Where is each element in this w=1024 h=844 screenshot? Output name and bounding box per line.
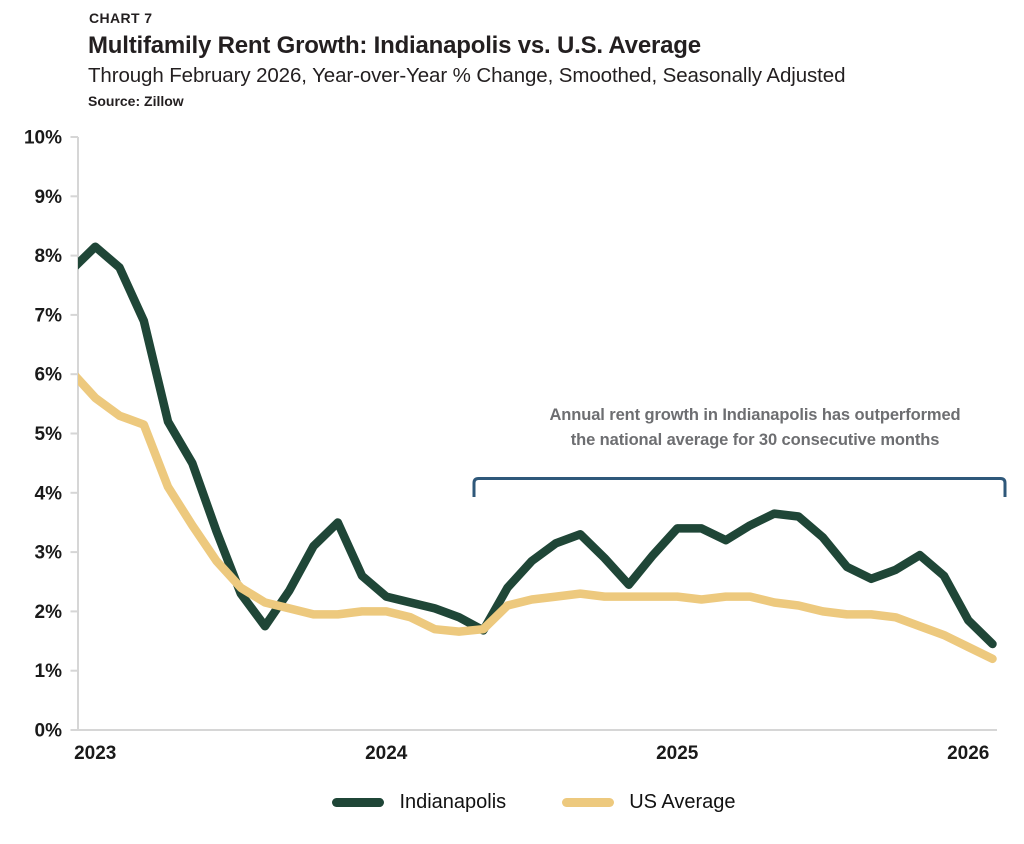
y-tick-label-7: 7%	[35, 305, 63, 326]
y-tick-label-4: 4%	[35, 483, 63, 504]
y-tick-label-0: 0%	[35, 721, 63, 742]
us-average-line-swatch	[562, 798, 615, 807]
legend-item-indianapolis: Indianapolis	[332, 791, 506, 814]
chart-subtitle: Through February 2026, Year-over-Year % …	[88, 64, 846, 87]
chart-annotation: Annual rent growth in Indianapolis has o…	[515, 403, 995, 453]
chart-kicker: CHART 7	[89, 10, 153, 26]
chart-source: Source: Zillow	[88, 93, 184, 109]
x-tick-label-2026: 2026	[947, 743, 989, 764]
chart-legend: Indianapolis US Average	[0, 791, 1024, 814]
legend-label-us-average: US Average	[629, 791, 736, 813]
y-tick-label-6: 6%	[35, 365, 63, 386]
y-tick-label-1: 1%	[35, 661, 63, 682]
y-tick-label-10: 10%	[24, 128, 62, 149]
legend-label-indianapolis: Indianapolis	[399, 791, 507, 813]
x-tick-label-2023: 2023	[74, 743, 116, 764]
y-tick-label-5: 5%	[35, 424, 63, 445]
y-tick-label-8: 8%	[35, 246, 63, 267]
x-tick-label-2025: 2025	[656, 743, 699, 764]
x-tick-label-2024: 2024	[365, 743, 408, 764]
annotation-bracket	[472, 477, 1007, 497]
y-tick-label-3: 3%	[35, 543, 63, 564]
indianapolis-line	[78, 242, 997, 649]
legend-item-us-average: US Average	[562, 791, 736, 814]
annotation-line-2: the national average for 30 consecutive …	[570, 431, 940, 449]
indianapolis-line-swatch	[332, 798, 385, 807]
us-average-line	[78, 372, 997, 664]
annotation-line-1: Annual rent growth in Indianapolis has o…	[549, 406, 961, 424]
y-tick-label-2: 2%	[35, 602, 63, 623]
y-tick-label-9: 9%	[35, 187, 63, 208]
chart-title: Multifamily Rent Growth: Indianapolis vs…	[88, 32, 701, 59]
